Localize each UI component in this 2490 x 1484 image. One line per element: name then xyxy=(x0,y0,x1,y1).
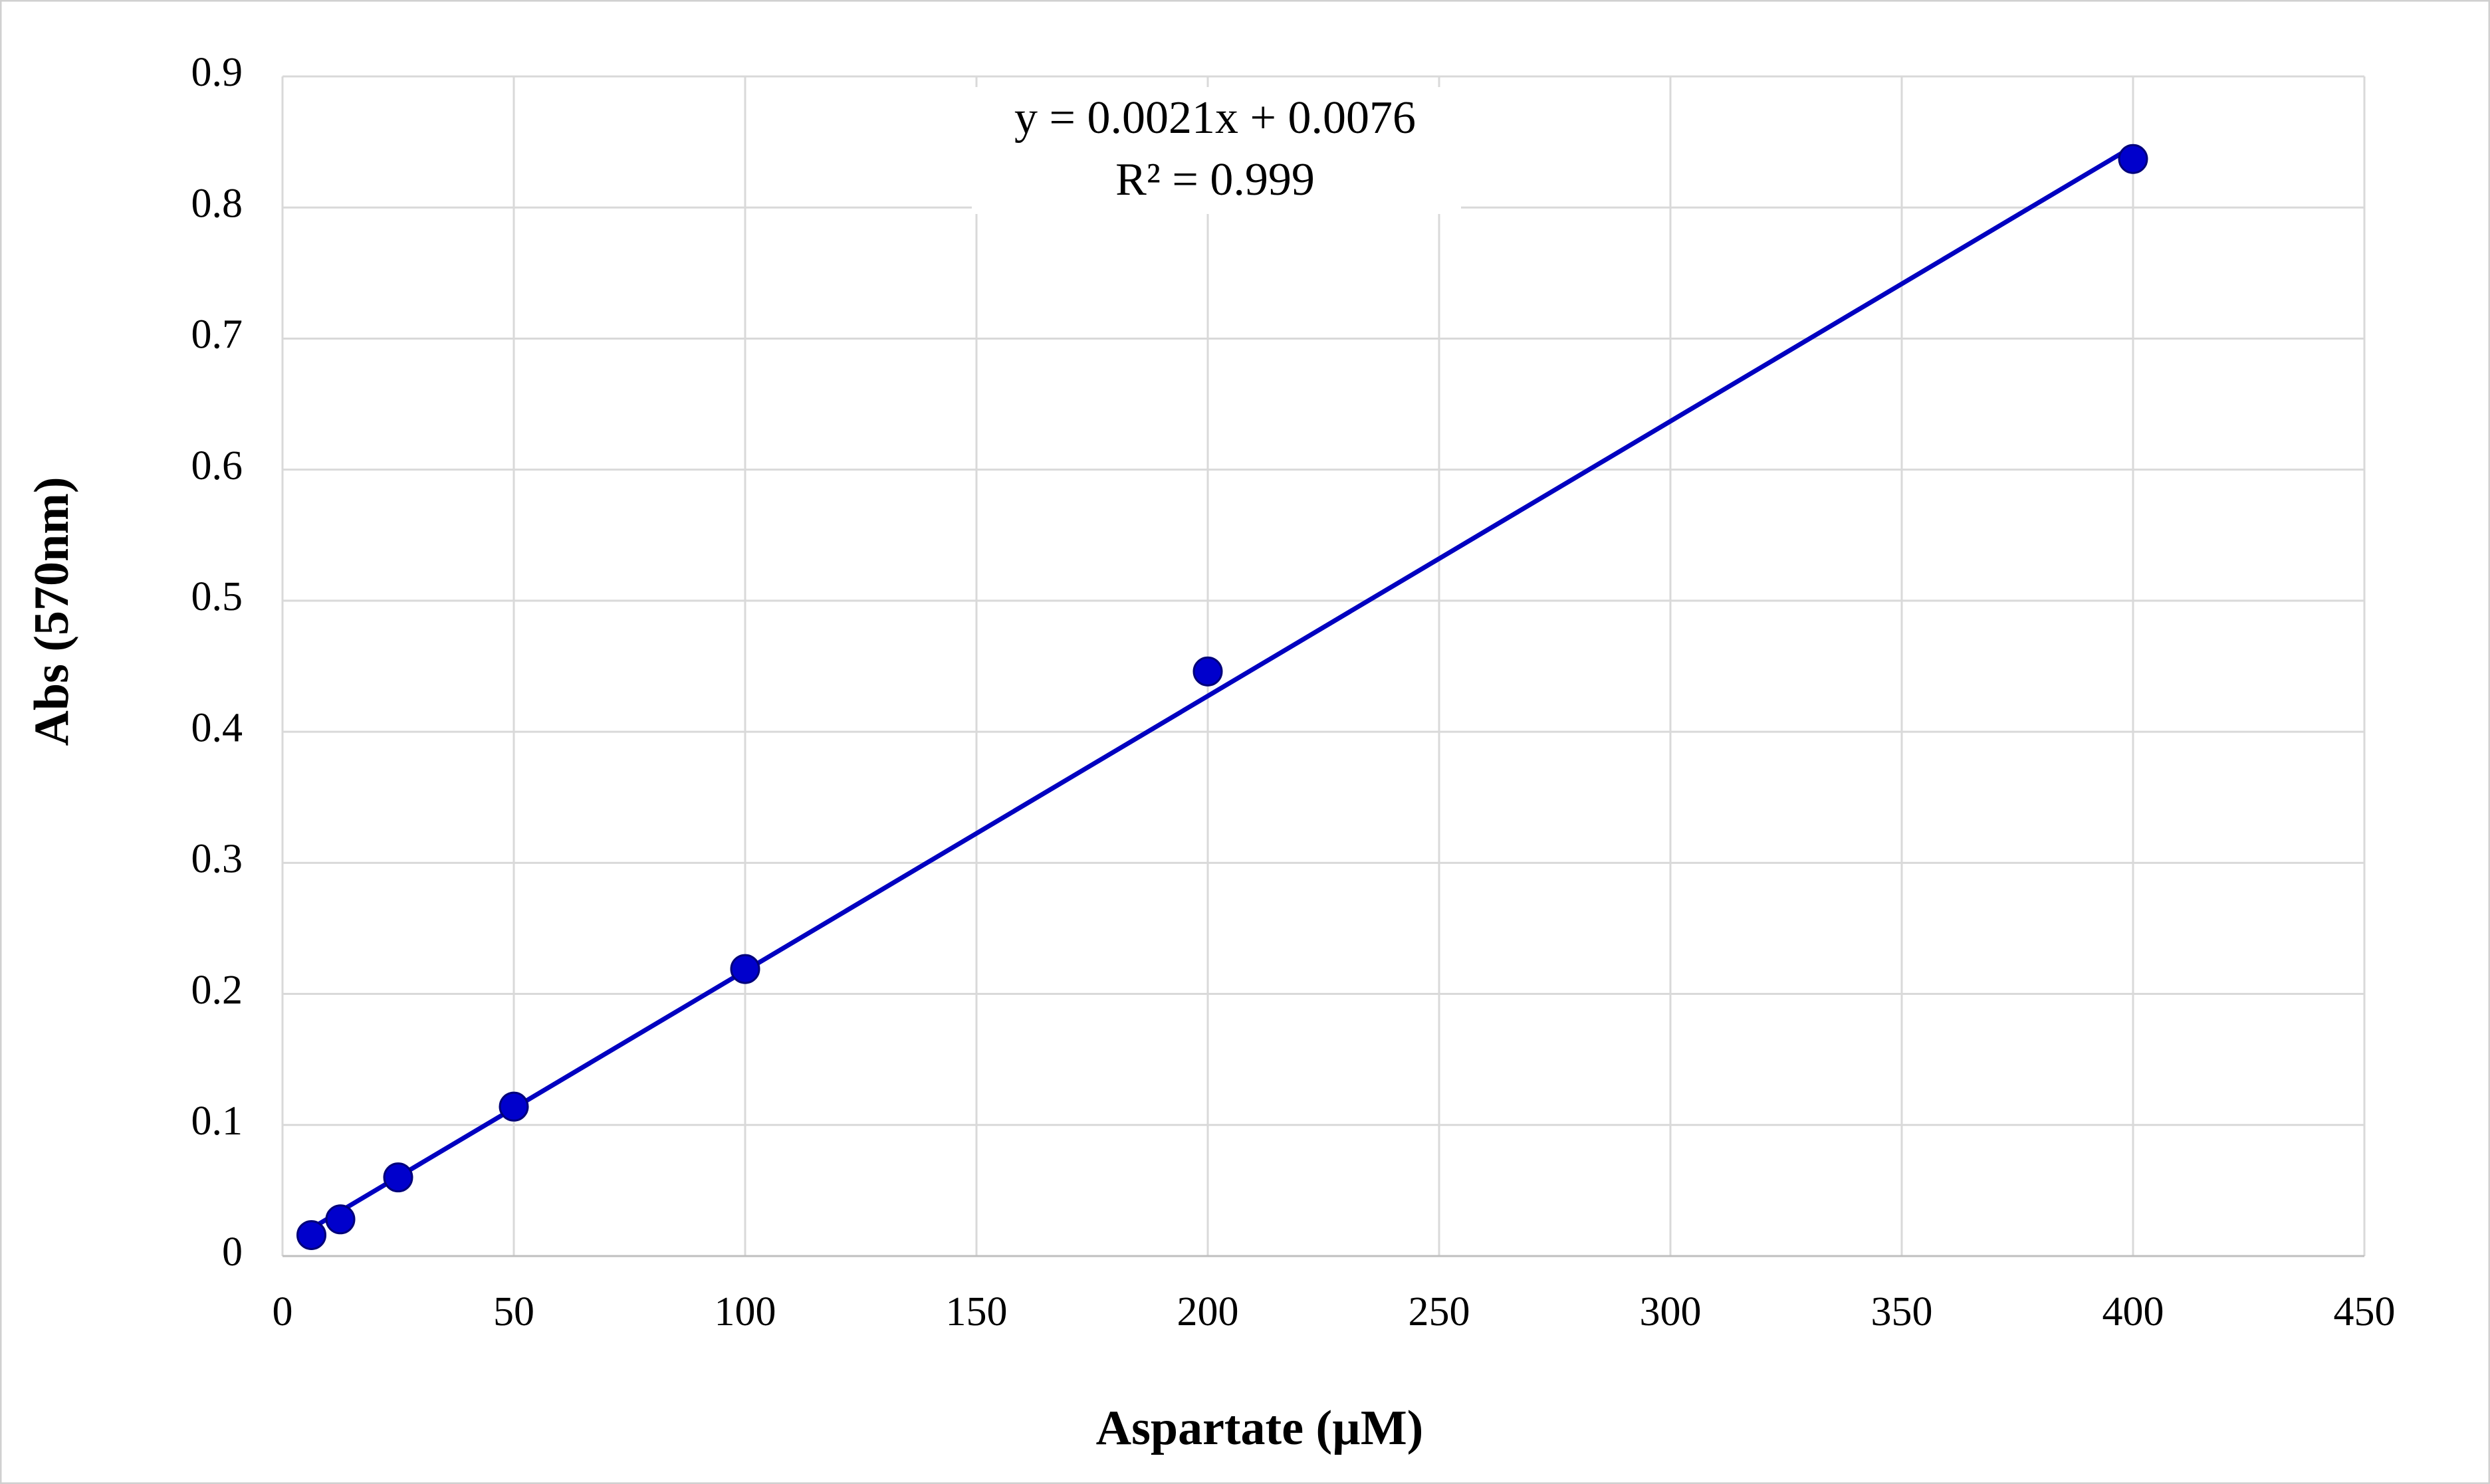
y-tick-label: 0.8 xyxy=(191,181,243,226)
x-tick-label: 0 xyxy=(273,1289,293,1334)
y-tick-label: 0.5 xyxy=(191,574,243,619)
y-tick-label: 0.4 xyxy=(191,705,243,750)
x-tick-label: 200 xyxy=(1177,1289,1239,1334)
y-tick-label: 0.3 xyxy=(191,837,243,882)
grid: 0 0.1 0.2 0.3 0.4 0.5 0.6 0.7 0.8 0.9 0 50 100 150 200… xyxy=(191,50,2396,1334)
x-axis-title: Aspartate (µM) xyxy=(1096,1401,1424,1455)
x-tick-label: 300 xyxy=(1640,1289,1702,1334)
y-tick-label: 0.2 xyxy=(191,968,243,1013)
x-tick-label: 350 xyxy=(1871,1289,1933,1334)
x-tick-label: 100 xyxy=(715,1289,776,1334)
data-point xyxy=(1192,656,1223,687)
y-tick-label: 0.7 xyxy=(191,312,243,358)
y-tick-label: 0 xyxy=(222,1229,243,1275)
trendline xyxy=(310,144,2134,1231)
x-tick-label: 50 xyxy=(493,1289,534,1334)
trendline-r2: R² = 0.999 xyxy=(1115,154,1315,205)
x-tick-label: 250 xyxy=(1409,1289,1470,1334)
data-point xyxy=(730,954,760,984)
x-tick-label: 400 xyxy=(2102,1289,2164,1334)
data-point xyxy=(325,1204,356,1235)
data-point xyxy=(383,1162,413,1193)
x-tick-label: 450 xyxy=(2334,1289,2396,1334)
y-tick-label: 0.9 xyxy=(191,50,243,95)
x-tick-label: 150 xyxy=(946,1289,1008,1334)
plot xyxy=(296,144,2148,1250)
data-point xyxy=(2118,144,2148,174)
trendline-equation: y = 0.0021x + 0.0076 xyxy=(1014,92,1416,144)
y-axis-title: Abs (570nm) xyxy=(25,477,79,746)
data-point xyxy=(296,1219,326,1250)
annotation-box xyxy=(972,87,1461,214)
data-point xyxy=(499,1091,529,1122)
y-tick-label: 0.6 xyxy=(191,443,243,488)
y-tick-label: 0.1 xyxy=(191,1099,243,1144)
